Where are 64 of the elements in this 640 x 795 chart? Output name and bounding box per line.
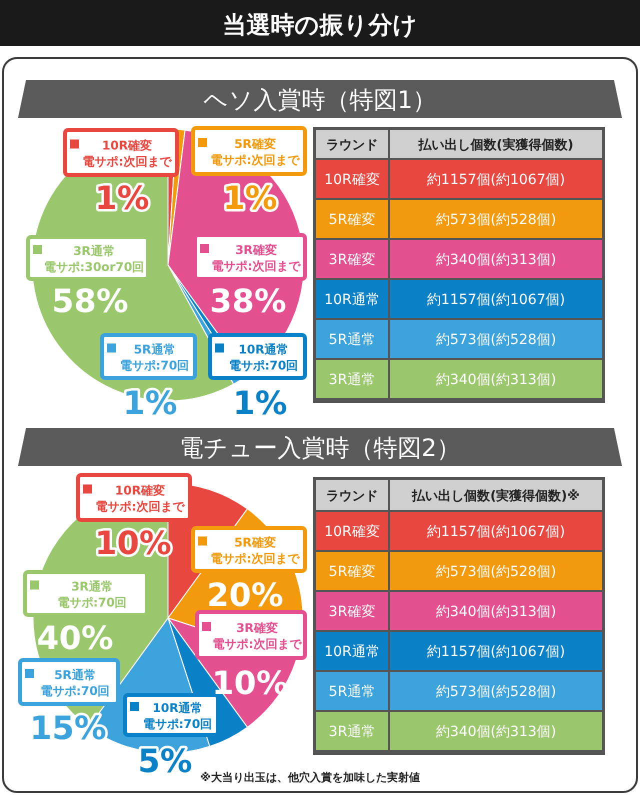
text: 電サポ:次回まで [210,153,300,167]
text: 電サポ:次回まで [96,500,186,514]
legend-label: 5R確変 [234,536,276,550]
category-label: 10R通常 [324,292,380,308]
legend-label: 5R通常 [54,668,96,682]
data-label: 5% [138,742,192,780]
text: 約573個(約528個) [436,332,556,348]
text: 電サポ:70回 [228,358,298,372]
data-label: 40% [36,619,114,657]
text: 約340個(約313個) [436,604,556,620]
data-label: 1% [222,179,278,217]
legend-label: 3R確変 [236,621,278,635]
legend-label: 10R通常 [238,342,288,356]
legend-label: 3R確変 [235,243,277,257]
text: ラウンド [326,138,378,153]
category-label: 5R通常 [328,332,376,348]
text: 電サポ:次回まで [212,259,302,273]
text: 約1157個(約1067個) [426,524,566,540]
text: 払い出し個数(実獲得個数)※ [411,488,580,504]
text: 約573個(約528個) [436,684,556,700]
category-label: 3R確変 [328,252,376,268]
slice-label: 3R通常 [71,580,113,594]
chart-title: 当選時の振り分け [222,11,418,39]
slice-label: 3R通常 [73,244,115,258]
text: 約340個(約313個) [436,252,556,268]
data-label: 58% [52,282,128,320]
text: 約1157個(約1067個) [426,172,566,188]
category-label: 5R通常 [328,684,376,700]
data-label: 38% [210,282,286,320]
legend-label: 10R確変 [115,484,165,498]
category-label: 3R通常 [328,372,376,388]
text: 約573個(約528個) [436,564,556,580]
text: 電サポ:次回まで [212,637,302,651]
chart-subtitle: ヘソ入賞時（特図1） [203,86,437,114]
legend-label: 5R確変 [234,137,276,151]
category-label: 10R確変 [324,172,380,188]
text: 電サポ:70回 [57,596,127,610]
text: 約1157個(約1067個) [426,644,566,660]
text: 電サポ:次回まで [210,552,300,566]
legend-label: 10R通常 [152,701,202,715]
data-label: 20% [206,576,284,614]
text: 電サポ:70回 [40,684,110,698]
text: 電サポ:30or70回 [44,260,144,274]
category-label: 5R確変 [328,212,376,228]
data-label: 1% [232,384,288,422]
text: 電サポ:70回 [120,358,190,372]
legend-label: 10R確変 [102,138,152,152]
category-label: 10R確変 [324,524,380,540]
category-label: 5R確変 [328,564,376,580]
category-label: 3R通常 [328,724,376,740]
text: 約340個(約313個) [436,724,556,740]
text: 約340個(約313個) [436,372,556,388]
text: ※大当り出玉は、他穴入賞を加味した実射値 [200,771,420,784]
text: ラウンド [326,489,378,504]
text: 払い出し個数(実獲得個数) [418,137,574,153]
chart-title: 電チュー入賞時（特図2） [179,434,461,462]
data-label: 1% [94,179,150,217]
text: 約573個(約528個) [436,212,556,228]
text: 電サポ:70回 [142,717,212,731]
category-label: 10R通常 [324,644,380,660]
legend-label: 5R通常 [134,342,176,356]
text: 約1157個(約1067個) [426,292,566,308]
text: 電サポ:次回まで [82,154,172,168]
category-label: 3R確変 [328,604,376,620]
